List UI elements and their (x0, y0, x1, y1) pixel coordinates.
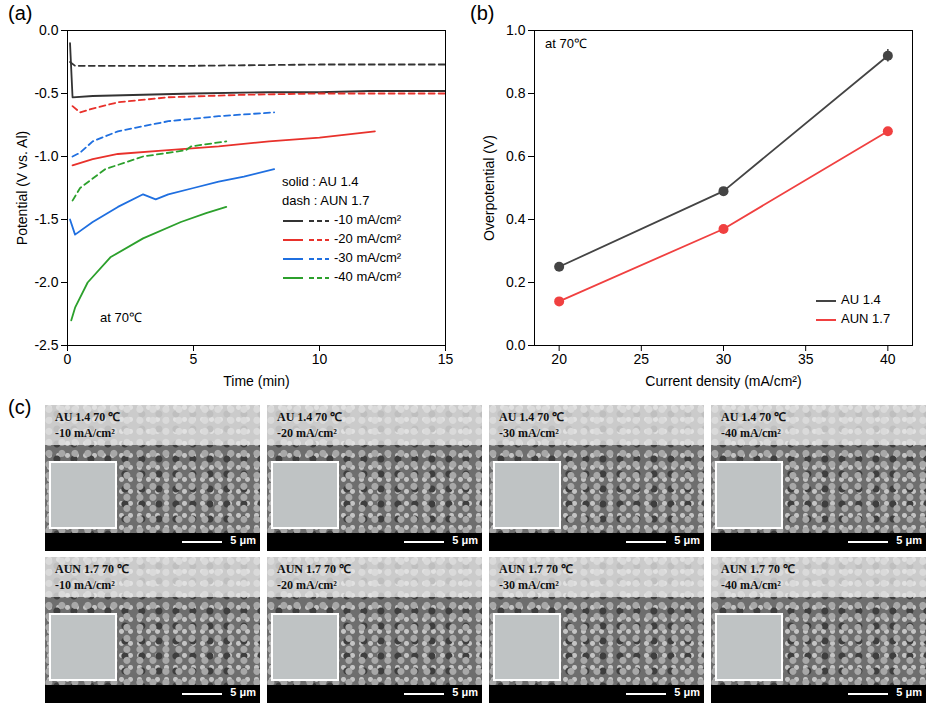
svg-text:15: 15 (438, 351, 454, 367)
html-text:AU 1.4 70 ℃: AU 1.4 70 ℃ (277, 410, 343, 424)
svg-text:-1.0: -1.0 (34, 148, 58, 164)
svg-text:0.0: 0.0 (39, 22, 59, 38)
svg-text:10: 10 (312, 351, 328, 367)
svg-text:-2.0: -2.0 (34, 274, 58, 290)
svg-text:Time (min): Time (min) (223, 373, 289, 389)
html-text:AU 1.4 70 ℃: AU 1.4 70 ℃ (721, 410, 787, 424)
html-text:-20 mA/cm²: -20 mA/cm² (277, 426, 337, 440)
svg-text:30: 30 (716, 351, 732, 367)
html-text:5 μm: 5 μm (674, 534, 700, 546)
svg-text:0.0: 0.0 (506, 337, 526, 353)
html-text:-40 mA/cm²: -40 mA/cm² (721, 578, 781, 592)
html-text:(b): (b) (470, 2, 495, 24)
html-text:AU 1.4: AU 1.4 (841, 292, 881, 307)
html-text:AUN 1.7: AUN 1.7 (841, 311, 891, 326)
html-text:dash : AUN 1.7: dash : AUN 1.7 (282, 193, 370, 208)
html-text:5 μm: 5 μm (896, 534, 922, 546)
html-text:-30 mA/cm²: -30 mA/cm² (499, 578, 559, 592)
html-text:5 μm: 5 μm (452, 534, 478, 546)
html-text:-10 mA/cm²: -10 mA/cm² (334, 212, 402, 227)
html-text:5 μm: 5 μm (896, 686, 922, 698)
html-text:(a): (a) (8, 2, 33, 24)
html-text:solid : AU 1.4: solid : AU 1.4 (282, 174, 359, 189)
svg-text:35: 35 (798, 351, 814, 367)
html-text:-10 mA/cm²: -10 mA/cm² (55, 578, 115, 592)
html-text:at 70℃: at 70℃ (100, 310, 142, 325)
svg-text:40: 40 (880, 351, 896, 367)
svg-text:0.4: 0.4 (506, 211, 526, 227)
html-text:AUN 1.7 70 ℃: AUN 1.7 70 ℃ (277, 562, 351, 576)
html-text:5 μm: 5 μm (230, 534, 256, 546)
html-text:AUN 1.7 70 ℃: AUN 1.7 70 ℃ (721, 562, 795, 576)
html-text:-40 mA/cm²: -40 mA/cm² (721, 426, 781, 440)
svg-text:5: 5 (190, 351, 198, 367)
html-text:-10 mA/cm²: -10 mA/cm² (55, 426, 115, 440)
html-text:-30 mA/cm²: -30 mA/cm² (499, 426, 559, 440)
svg-text:0: 0 (64, 351, 72, 367)
svg-text:Potential (V vs. Al): Potential (V vs. Al) (14, 131, 30, 245)
svg-text:-0.5: -0.5 (34, 85, 58, 101)
html-text:5 μm: 5 μm (230, 686, 256, 698)
svg-text:0.8: 0.8 (506, 85, 526, 101)
svg-text:Overpotential (V): Overpotential (V) (481, 135, 497, 241)
html-text:5 μm: 5 μm (674, 686, 700, 698)
html-text:-30 mA/cm²: -30 mA/cm² (334, 250, 402, 265)
html-text:5 μm: 5 μm (452, 686, 478, 698)
html-text:(c): (c) (8, 396, 32, 418)
html-text:AU 1.4 70 ℃: AU 1.4 70 ℃ (499, 410, 565, 424)
svg-text:25: 25 (634, 351, 650, 367)
html-text:AUN 1.7 70 ℃: AUN 1.7 70 ℃ (499, 562, 573, 576)
html-text:at 70℃: at 70℃ (545, 36, 587, 51)
html-text:-40 mA/cm²: -40 mA/cm² (334, 269, 402, 284)
svg-text:20: 20 (551, 351, 567, 367)
svg-text:1.0: 1.0 (506, 22, 526, 38)
html-text:AUN 1.7 70 ℃: AUN 1.7 70 ℃ (55, 562, 129, 576)
html-text:-20 mA/cm²: -20 mA/cm² (334, 231, 402, 246)
svg-text:0.2: 0.2 (506, 274, 526, 290)
html-text:-20 mA/cm²: -20 mA/cm² (277, 578, 337, 592)
svg-text:0.6: 0.6 (506, 148, 526, 164)
svg-text:Current density (mA/cm²): Current density (mA/cm²) (645, 373, 801, 389)
html-text:AU 1.4 70 ℃: AU 1.4 70 ℃ (55, 410, 121, 424)
svg-text:-2.5: -2.5 (34, 337, 58, 353)
svg-text:-1.5: -1.5 (34, 211, 58, 227)
